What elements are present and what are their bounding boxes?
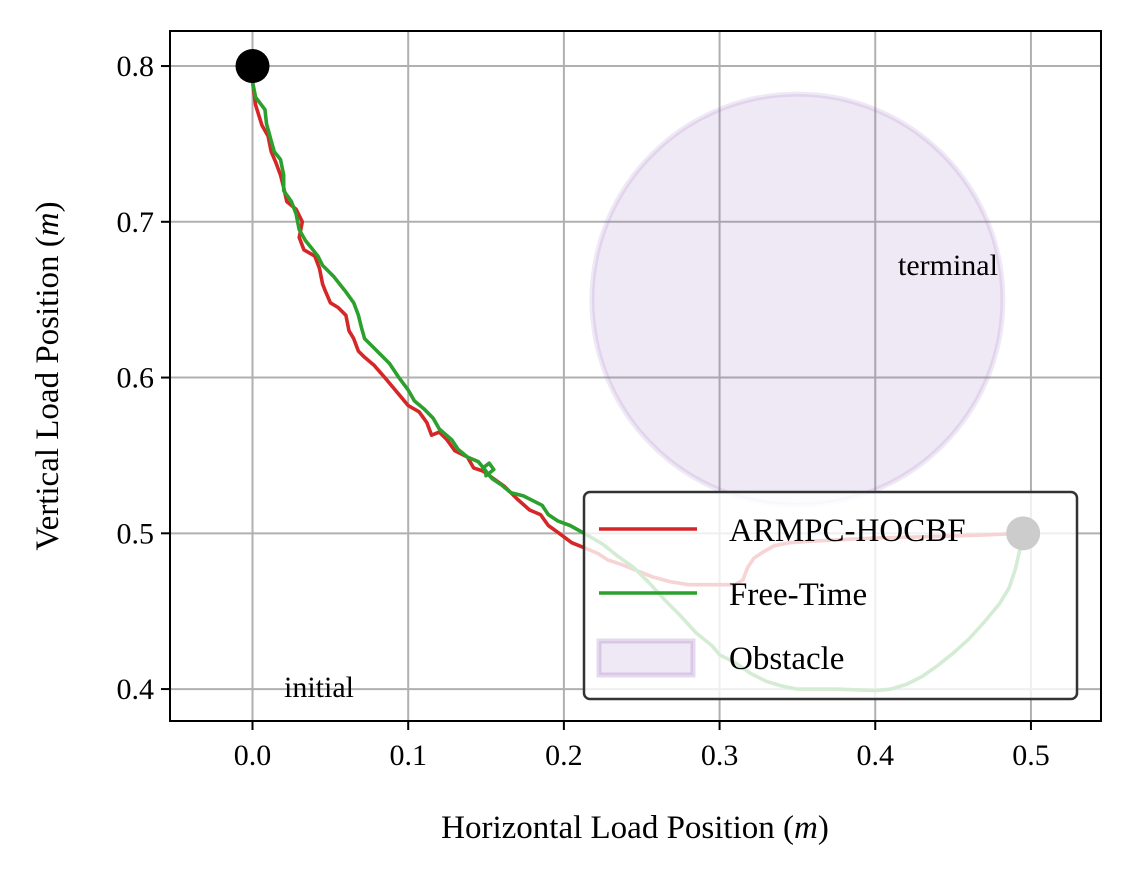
y-axis-label: Vertical Load Position (m) [30, 201, 66, 550]
y-tick-label-4: 0.8 [117, 50, 155, 83]
initial-marker [235, 49, 270, 84]
y-tick-label-0: 0.4 [117, 673, 155, 706]
y-tick-label-3: 0.7 [117, 206, 155, 239]
x-tick-label-2: 0.2 [545, 739, 583, 772]
plot-frame [169, 30, 1102, 722]
x-tick-label-4: 0.4 [857, 739, 895, 772]
legend-swatch-obstacle [596, 638, 696, 678]
x-axis-label: Horizontal Load Position (m) [441, 810, 829, 846]
obstacle-circle [589, 91, 1006, 508]
x-axis-ticks: 0.0 0.1 0.2 0.3 0.4 0.5 [234, 721, 1050, 772]
initial-label: initial [284, 671, 354, 704]
legend-label-armpc-hocbf: ARMPC-HOCBF [729, 513, 966, 549]
y-tick-label-1: 0.5 [117, 517, 155, 550]
y-axis-ticks: 0.4 0.5 0.6 0.7 0.8 [117, 50, 170, 706]
x-tick-label-0: 0.0 [234, 739, 272, 772]
terminal-label: terminal [898, 249, 998, 282]
x-tick-label-1: 0.1 [389, 739, 427, 772]
y-tick-label-2: 0.6 [117, 362, 155, 395]
legend-label-obstacle: Obstacle [729, 641, 844, 677]
legend: ARMPC-HOCBF Free-Time Obstacle [582, 490, 1079, 701]
legend-box [582, 490, 1079, 701]
legend-label-free-time: Free-Time [729, 577, 867, 613]
x-tick-label-5: 0.5 [1012, 739, 1050, 772]
x-tick-label-3: 0.3 [701, 739, 739, 772]
grid-lines [170, 31, 1101, 721]
